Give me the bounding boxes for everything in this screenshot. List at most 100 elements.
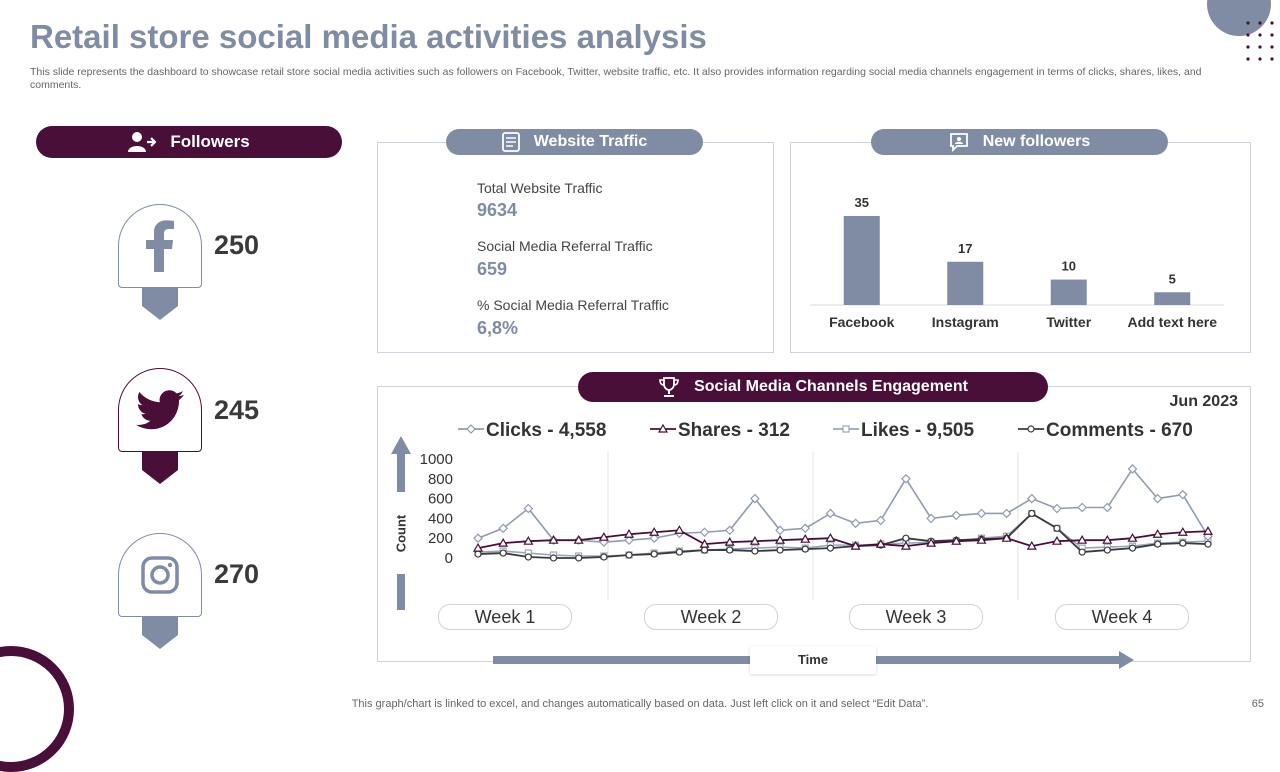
shares-line bbox=[477, 529, 1209, 549]
shares-point bbox=[900, 540, 911, 550]
comments-point bbox=[499, 549, 507, 557]
referral-percent-label: % Social Media Referral Traffic bbox=[477, 297, 669, 313]
new-followers-bar-chart: 35 Facebook 17 Instagram 10 Twitter 5 Add text … bbox=[810, 195, 1224, 330]
bar-value-label: 17 bbox=[958, 241, 972, 256]
clicks-point bbox=[473, 533, 483, 544]
bar-category-label: Instagram bbox=[932, 314, 999, 330]
shares-point bbox=[472, 542, 484, 552]
likes-point bbox=[842, 425, 850, 433]
comments-point bbox=[1027, 425, 1035, 433]
comments-point bbox=[1053, 524, 1061, 532]
shares-point bbox=[573, 534, 584, 544]
engagement-header: Social Media Channels Engagement bbox=[578, 372, 1048, 402]
referral-traffic-value: 659 bbox=[477, 259, 508, 279]
shares-point bbox=[548, 534, 559, 544]
engagement-header-label: Social Media Channels Engagement bbox=[694, 378, 968, 395]
comments-point bbox=[776, 546, 784, 554]
shares-point bbox=[926, 537, 937, 547]
y-tick-label: 600 bbox=[428, 491, 453, 508]
comments-point bbox=[751, 547, 759, 555]
legend-label: Clicks - 4,558 bbox=[486, 420, 606, 441]
clicks-point bbox=[1052, 503, 1062, 514]
clicks-point bbox=[1102, 502, 1113, 513]
shares-point bbox=[649, 527, 660, 536]
clicks-point bbox=[1001, 508, 1012, 519]
chat-user-icon bbox=[949, 133, 968, 152]
clicks-point bbox=[750, 493, 760, 504]
page-subtitle: This slide represents the dashboard to s… bbox=[30, 66, 1202, 91]
twitter-followers-count: 245 bbox=[214, 395, 260, 425]
comments-line bbox=[477, 512, 1209, 559]
clicks-point bbox=[523, 503, 534, 514]
week-label-2-text: Week 2 bbox=[680, 606, 742, 627]
week-label-4-text: Week 4 bbox=[1091, 606, 1153, 627]
comments-point bbox=[1078, 548, 1086, 556]
legend-shares: Shares - 312 bbox=[650, 420, 790, 441]
clicks-point bbox=[624, 535, 634, 546]
shares-point bbox=[1102, 534, 1113, 544]
clicks-point bbox=[699, 527, 710, 538]
twitter-icon bbox=[136, 390, 184, 430]
legend-label: Likes - 9,505 bbox=[861, 420, 974, 441]
comments-point bbox=[675, 548, 683, 556]
week-label-1-text: Week 1 bbox=[474, 606, 536, 627]
facebook-followers-count: 250 bbox=[214, 230, 260, 260]
shares-point bbox=[1077, 534, 1088, 544]
clicks-line bbox=[477, 467, 1209, 543]
page-number: 65 bbox=[1251, 698, 1264, 710]
new-followers-header: New followers bbox=[871, 129, 1168, 155]
total-traffic-value: 9634 bbox=[477, 200, 518, 220]
bar-twitter bbox=[1050, 279, 1087, 305]
follower-item-instagram bbox=[118, 533, 202, 649]
shares-point bbox=[1127, 532, 1138, 542]
legend-likes: Likes - 9,505 bbox=[833, 420, 974, 441]
bar-category-label: Twitter bbox=[1046, 314, 1091, 330]
legend-clicks: Clicks - 4,558 bbox=[458, 420, 606, 441]
shares-point bbox=[1177, 527, 1188, 536]
follower-item-facebook bbox=[118, 204, 202, 320]
comments-point bbox=[1103, 546, 1111, 554]
x-axis-title: Time bbox=[750, 646, 876, 674]
bar-instagram bbox=[947, 261, 984, 305]
comments-point bbox=[600, 553, 608, 561]
bar-category-label: Add text here bbox=[1128, 314, 1218, 330]
shares-point bbox=[699, 538, 710, 548]
shares-point bbox=[724, 536, 735, 546]
referral-percent-value: 6,8% bbox=[477, 318, 519, 338]
week-label-1: Week 1 bbox=[438, 604, 572, 630]
bar-facebook bbox=[843, 216, 880, 305]
comments-point bbox=[650, 550, 658, 558]
facebook-arrow bbox=[142, 288, 178, 320]
week-label-3: Week 3 bbox=[849, 604, 983, 630]
shares-point bbox=[775, 534, 786, 544]
add-user-icon bbox=[128, 132, 157, 152]
followers-header: Followers bbox=[36, 126, 342, 158]
clicks-point bbox=[926, 513, 936, 524]
comments-point bbox=[1204, 540, 1212, 548]
shares-point bbox=[1051, 535, 1062, 545]
shares-point bbox=[951, 535, 962, 545]
clicks-point bbox=[1026, 493, 1037, 504]
bar-value-label: 5 bbox=[1169, 271, 1176, 286]
page-title: Retail store social media activities ana… bbox=[30, 18, 707, 55]
website-traffic-panel bbox=[377, 142, 774, 353]
comments-point bbox=[549, 554, 558, 562]
referral-traffic-label: Social Media Referral Traffic bbox=[477, 238, 653, 254]
clicks-point bbox=[951, 510, 962, 521]
shares-point bbox=[749, 535, 760, 545]
comments-point bbox=[625, 551, 633, 559]
comments-point bbox=[902, 534, 910, 542]
instagram-followers-count: 270 bbox=[214, 559, 260, 589]
footer-note: This graph/chart is linked to excel, and… bbox=[351, 698, 929, 710]
bar-value-label: 10 bbox=[1062, 259, 1076, 274]
twitter-arrow bbox=[142, 452, 178, 484]
legend-label: Shares - 312 bbox=[678, 420, 790, 441]
y-tick-label: 200 bbox=[428, 530, 453, 547]
comments-point bbox=[801, 545, 809, 553]
legend-comments: Comments - 670 bbox=[1018, 420, 1193, 441]
comments-point bbox=[826, 544, 835, 552]
clicks-point bbox=[775, 525, 785, 536]
bar-category-label: Facebook bbox=[829, 314, 895, 330]
decor-dot-grid bbox=[1246, 21, 1274, 61]
comments-point bbox=[474, 550, 482, 558]
